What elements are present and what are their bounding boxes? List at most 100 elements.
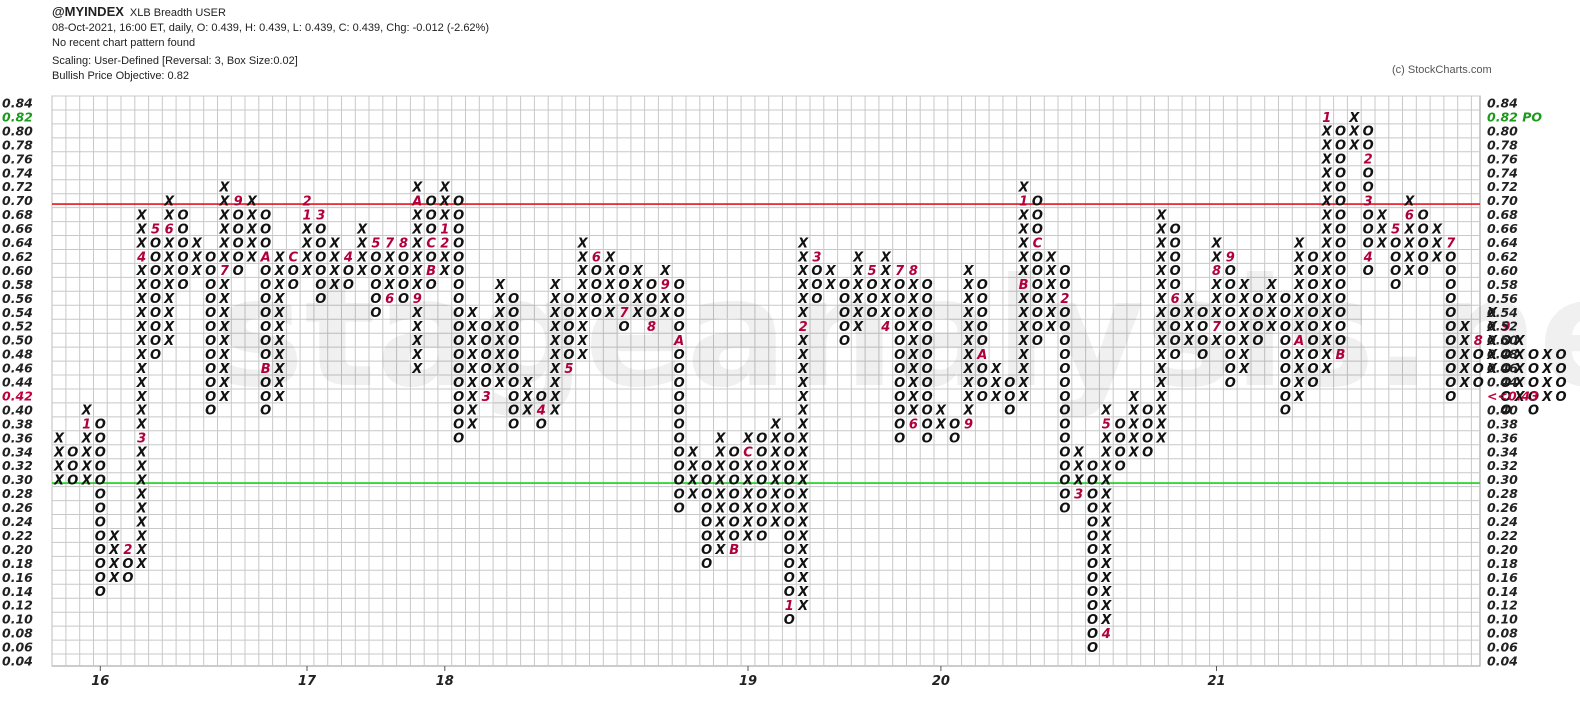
o-mark: O (260, 376, 271, 391)
x-mark: X (687, 460, 699, 475)
o-mark: O (95, 487, 106, 502)
o-mark: O (1445, 348, 1456, 363)
x-tick-label: 20 (932, 674, 950, 689)
x-mark: X (1321, 236, 1333, 251)
month-marker: 9 (661, 278, 670, 293)
x-mark: X (659, 306, 671, 321)
o-mark: O (508, 320, 519, 335)
x-mark: X (1486, 348, 1498, 363)
o-mark: O (150, 250, 161, 265)
reference-lines (52, 203, 1480, 484)
o-mark: O (453, 348, 464, 363)
y-tick-label-left: 0.28 (2, 486, 33, 501)
o-mark: O (839, 334, 850, 349)
y-tick-label-right: 0.58 (1487, 277, 1518, 292)
o-mark: O (205, 250, 216, 265)
o-mark: O (866, 278, 877, 293)
y-tick-label-right: 0.28 (1487, 486, 1518, 501)
x-mark: X (273, 292, 285, 307)
o-mark: O (370, 306, 381, 321)
x-mark: X (1128, 390, 1140, 405)
month-marker: 2 (302, 194, 311, 209)
x-mark: X (797, 501, 809, 516)
x-mark: X (439, 208, 451, 223)
x-mark: X (797, 348, 809, 363)
o-mark: O (205, 278, 216, 293)
x-mark: X (1100, 613, 1112, 628)
o-mark: O (1335, 139, 1346, 154)
y-tick-label-left: 0.72 (2, 179, 33, 194)
x-mark: X (1293, 320, 1305, 335)
o-mark: O (453, 222, 464, 237)
month-marker: A (260, 250, 271, 265)
x-mark: X (246, 222, 258, 237)
month-marker: 5 (151, 222, 160, 237)
x-mark: X (218, 222, 230, 237)
x-mark: X (136, 208, 148, 223)
x-mark: X (714, 543, 726, 558)
o-mark: O (1280, 376, 1291, 391)
x-mark: X (191, 250, 203, 265)
x-mark: X (1459, 376, 1471, 391)
pattern-line: No recent chart pattern found (52, 37, 196, 49)
o-mark: O (1059, 348, 1070, 363)
x-mark: X (1018, 362, 1030, 377)
x-mark: X (1238, 334, 1250, 349)
y-tick-label-right: 0.78 (1487, 137, 1518, 152)
x-mark: X (1210, 334, 1222, 349)
o-mark: O (122, 571, 133, 586)
x-mark: X (53, 473, 65, 488)
month-marker: 6 (1405, 208, 1414, 223)
o-mark: O (1059, 501, 1070, 516)
x-mark: X (356, 222, 368, 237)
x-mark: X (1018, 334, 1030, 349)
x-mark: X (549, 278, 561, 293)
x-mark: X (880, 278, 892, 293)
o-mark: O (67, 446, 78, 461)
x-mark: X (411, 320, 423, 335)
o-mark: O (315, 264, 326, 279)
x-mark: X (163, 334, 175, 349)
x-mark: X (797, 264, 809, 279)
x-mark: X (549, 320, 561, 335)
y-tick-label-left: 0.34 (2, 444, 33, 459)
x-mark: X (1100, 501, 1112, 516)
o-mark: O (1280, 292, 1291, 307)
y-tick-label-left: 0.58 (2, 277, 33, 292)
x-mark: X (1100, 515, 1112, 530)
o-mark: O (1500, 348, 1511, 363)
x-mark: X (1238, 362, 1250, 377)
x-mark: X (1321, 208, 1333, 223)
o-mark: O (977, 306, 988, 321)
y-tick-label-right: 0.30 (1487, 472, 1518, 487)
o-mark: O (811, 264, 822, 279)
o-mark: O (1225, 264, 1236, 279)
o-mark: O (481, 334, 492, 349)
o-mark: O (674, 306, 685, 321)
y-tick-label-right: 0.50 (1487, 333, 1518, 348)
y-tick-label-right: 0.80 (1487, 123, 1518, 138)
x-mark: X (1403, 236, 1415, 251)
x-mark: X (577, 348, 589, 363)
o-mark: O (343, 278, 354, 293)
x-mark: X (1486, 320, 1498, 335)
o-mark: O (729, 515, 740, 530)
x-mark: X (604, 306, 616, 321)
x-mark: X (1514, 376, 1526, 391)
o-mark: O (1473, 348, 1484, 363)
x-mark: X (384, 264, 396, 279)
y-tick-label-left: 0.60 (2, 263, 33, 278)
month-marker: 2 (1060, 292, 1069, 307)
month-marker: 3 (316, 208, 325, 223)
o-mark: O (95, 557, 106, 572)
x-mark: X (1293, 264, 1305, 279)
x-mark: X (1155, 432, 1167, 447)
x-mark: X (797, 460, 809, 475)
o-mark: O (977, 376, 988, 391)
x-mark: X (1321, 362, 1333, 377)
o-mark: O (1225, 278, 1236, 293)
o-mark: O (1445, 390, 1456, 405)
y-tick-label-right: 0.84 (1487, 96, 1518, 111)
x-mark: X (1018, 376, 1030, 391)
symbol-title: @MYINDEX (52, 4, 124, 19)
